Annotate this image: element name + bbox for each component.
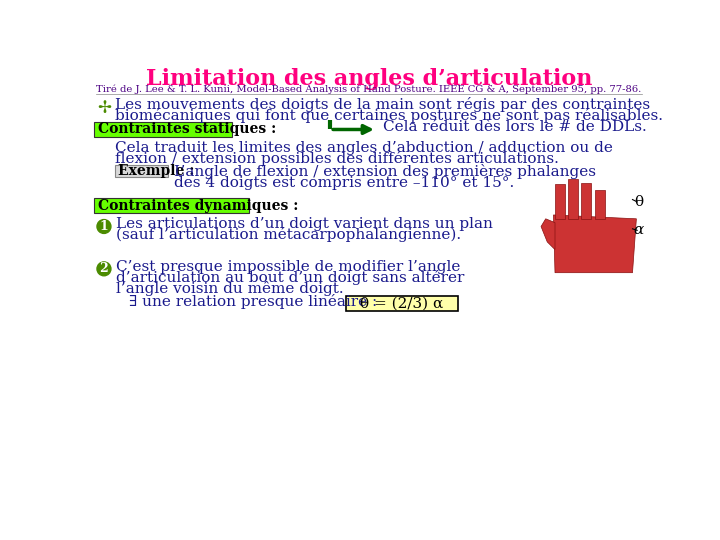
- Text: α: α: [634, 224, 644, 238]
- Circle shape: [97, 220, 111, 233]
- Text: Contraintes dynamiques :: Contraintes dynamiques :: [98, 199, 298, 213]
- FancyBboxPatch shape: [346, 296, 458, 311]
- Text: θ = (2/3) α: θ = (2/3) α: [360, 296, 444, 310]
- Text: θ: θ: [634, 195, 643, 209]
- Text: Les articulations d’un doigt varient dans un plan: Les articulations d’un doigt varient dan…: [117, 217, 493, 231]
- Text: Les mouvements des doigts de la main sont régis par des contraintes: Les mouvements des doigts de la main son…: [114, 97, 650, 112]
- FancyBboxPatch shape: [94, 198, 249, 213]
- Polygon shape: [555, 184, 565, 219]
- Text: ✢: ✢: [97, 99, 111, 117]
- Text: 1: 1: [99, 220, 108, 233]
- Text: des 4 doigts est compris entre –110° et 15°.: des 4 doigts est compris entre –110° et …: [174, 176, 514, 190]
- Text: ∃ une relation presque linéaire :: ∃ une relation presque linéaire :: [129, 294, 382, 309]
- Text: d’articulation au bout d’un doigt sans altérer: d’articulation au bout d’un doigt sans a…: [117, 270, 464, 285]
- Text: l’angle voisin du même doigt.: l’angle voisin du même doigt.: [117, 281, 344, 295]
- Text: C’est presque impossible de modifier l’angle: C’est presque impossible de modifier l’a…: [117, 260, 461, 274]
- Polygon shape: [581, 183, 591, 219]
- Text: L’angle de flexion / extension des premières phalanges: L’angle de flexion / extension des premi…: [174, 164, 595, 179]
- Polygon shape: [595, 190, 605, 219]
- Text: flexion / extension possibles des différentes articulations.: flexion / extension possibles des différ…: [114, 151, 559, 166]
- Text: 2: 2: [99, 262, 108, 275]
- Text: Limitation des angles d’articulation: Limitation des angles d’articulation: [146, 68, 592, 90]
- Polygon shape: [568, 179, 578, 219]
- Circle shape: [97, 262, 111, 276]
- FancyBboxPatch shape: [94, 122, 232, 137]
- Text: biomécaniques qui font que certaines postures ne sont pas réalisables.: biomécaniques qui font que certaines pos…: [114, 108, 663, 123]
- Text: Contraintes statiques :: Contraintes statiques :: [98, 123, 276, 137]
- FancyBboxPatch shape: [114, 165, 168, 177]
- Text: Tiré de J. Lee & T. L. Kunii, Model-Based Analysis of Hand Posture. IEEE CG & A,: Tiré de J. Lee & T. L. Kunii, Model-Base…: [96, 85, 642, 94]
- Polygon shape: [541, 219, 555, 249]
- Polygon shape: [554, 215, 636, 273]
- Text: Cela traduit les limites des angles d’abduction / adduction ou de: Cela traduit les limites des angles d’ab…: [114, 141, 613, 155]
- Text: Cela réduit dès lors le # de DDLs.: Cela réduit dès lors le # de DDLs.: [383, 120, 647, 134]
- Text: (sauf l’articulation métacarpophalangienne).: (sauf l’articulation métacarpophalangien…: [117, 227, 462, 242]
- Text: Exemple :: Exemple :: [118, 164, 194, 178]
